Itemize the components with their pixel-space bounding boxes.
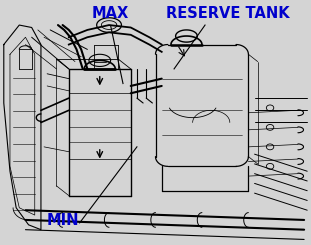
Text: RESERVE TANK: RESERVE TANK xyxy=(166,6,290,21)
Text: MAX: MAX xyxy=(92,6,129,21)
Text: MIN: MIN xyxy=(46,213,79,228)
